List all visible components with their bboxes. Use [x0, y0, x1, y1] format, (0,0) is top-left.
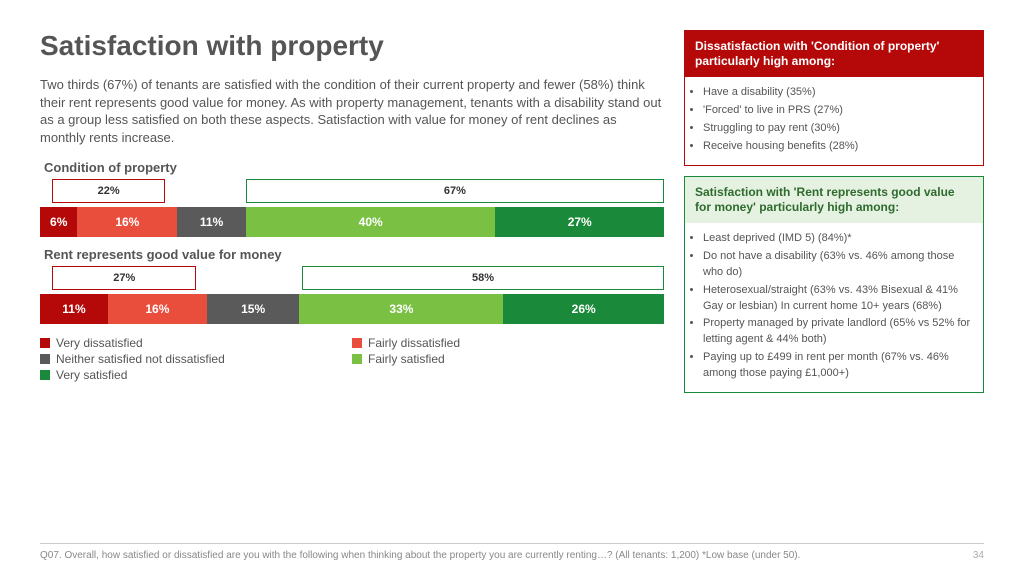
callout-item: Struggling to pay rent (30%)	[703, 121, 973, 137]
legend-item: Very satisfied	[40, 368, 352, 382]
chart-label: Condition of property	[44, 160, 664, 175]
summary-box: 22%	[52, 179, 164, 203]
stacked-bar: 6%16%11%40%27%	[40, 207, 664, 237]
legend-label: Very dissatisfied	[56, 336, 143, 350]
summary-row: 22% 67%	[40, 179, 664, 205]
callout-item: Do not have a disability (63% vs. 46% am…	[703, 249, 973, 281]
callout-item: Paying up to £499 in rent per month (67%…	[703, 350, 973, 382]
bar-segment-neither: 15%	[207, 294, 300, 324]
summary-box: 58%	[302, 266, 664, 290]
bar-segment-neither: 11%	[177, 207, 246, 237]
bar-segment-very_satisfied: 27%	[495, 207, 663, 237]
callout-item: Property managed by private landlord (65…	[703, 316, 973, 348]
callout-item: Heterosexual/straight (63% vs. 43% Bisex…	[703, 283, 973, 315]
intro-text: Two thirds (67%) of tenants are satisfie…	[40, 76, 664, 146]
legend-item: Fairly satisfied	[352, 352, 664, 366]
page-title: Satisfaction with property	[40, 30, 664, 62]
summary-row: 27% 58%	[40, 266, 664, 292]
charts-container: Condition of property22%67%6%16%11%40%27…	[40, 160, 664, 324]
bar-segment-fairly_satisfied: 33%	[299, 294, 503, 324]
chart-label: Rent represents good value for money	[44, 247, 664, 262]
callout-header: Dissatisfaction with 'Condition of prope…	[685, 31, 983, 77]
footer: Q07. Overall, how satisfied or dissatisf…	[40, 543, 984, 561]
legend-item: Neither satisfied not dissatisfied	[40, 352, 352, 366]
bar-segment-fairly_dissatisfied: 16%	[108, 294, 207, 324]
legend-swatch	[352, 354, 362, 364]
legend-item: Fairly dissatisfied	[352, 336, 664, 350]
bar-segment-very_satisfied: 26%	[503, 294, 664, 324]
callout-body: Least deprived (IMD 5) (84%)* Do not have…	[685, 223, 983, 392]
legend-swatch	[40, 354, 50, 364]
page-number: 34	[973, 550, 984, 561]
bar-segment-fairly_satisfied: 40%	[246, 207, 496, 237]
legend-item: Very dissatisfied	[40, 336, 352, 350]
callout-box: Satisfaction with 'Rent represents good …	[684, 176, 984, 393]
bar-segment-fairly_dissatisfied: 16%	[77, 207, 177, 237]
legend-label: Very satisfied	[56, 368, 127, 382]
callout-item: Receive housing benefits (28%)	[703, 139, 973, 155]
callout-item: Least deprived (IMD 5) (84%)*	[703, 231, 973, 247]
callout-header: Satisfaction with 'Rent represents good …	[685, 177, 983, 223]
legend-label: Fairly satisfied	[368, 352, 445, 366]
summary-box: 27%	[52, 266, 196, 290]
legend-swatch	[40, 370, 50, 380]
bar-segment-very_dissatisfied: 11%	[40, 294, 108, 324]
callout-item: Have a disability (35%)	[703, 85, 973, 101]
legend-label: Neither satisfied not dissatisfied	[56, 352, 225, 366]
summary-box: 67%	[246, 179, 664, 203]
legend: Very dissatisfied Fairly dissatisfied Neit…	[40, 336, 664, 382]
callout-box: Dissatisfaction with 'Condition of prope…	[684, 30, 984, 166]
callout-body: Have a disability (35%) 'Forced' to live …	[685, 77, 983, 165]
legend-label: Fairly dissatisfied	[368, 336, 460, 350]
legend-swatch	[40, 338, 50, 348]
bar-segment-very_dissatisfied: 6%	[40, 207, 77, 237]
legend-swatch	[352, 338, 362, 348]
footer-text: Q07. Overall, how satisfied or dissatisf…	[40, 550, 800, 561]
callout-item: 'Forced' to live in PRS (27%)	[703, 103, 973, 119]
callouts-container: Dissatisfaction with 'Condition of prope…	[684, 30, 984, 403]
stacked-bar: 11%16%15%33%26%	[40, 294, 664, 324]
